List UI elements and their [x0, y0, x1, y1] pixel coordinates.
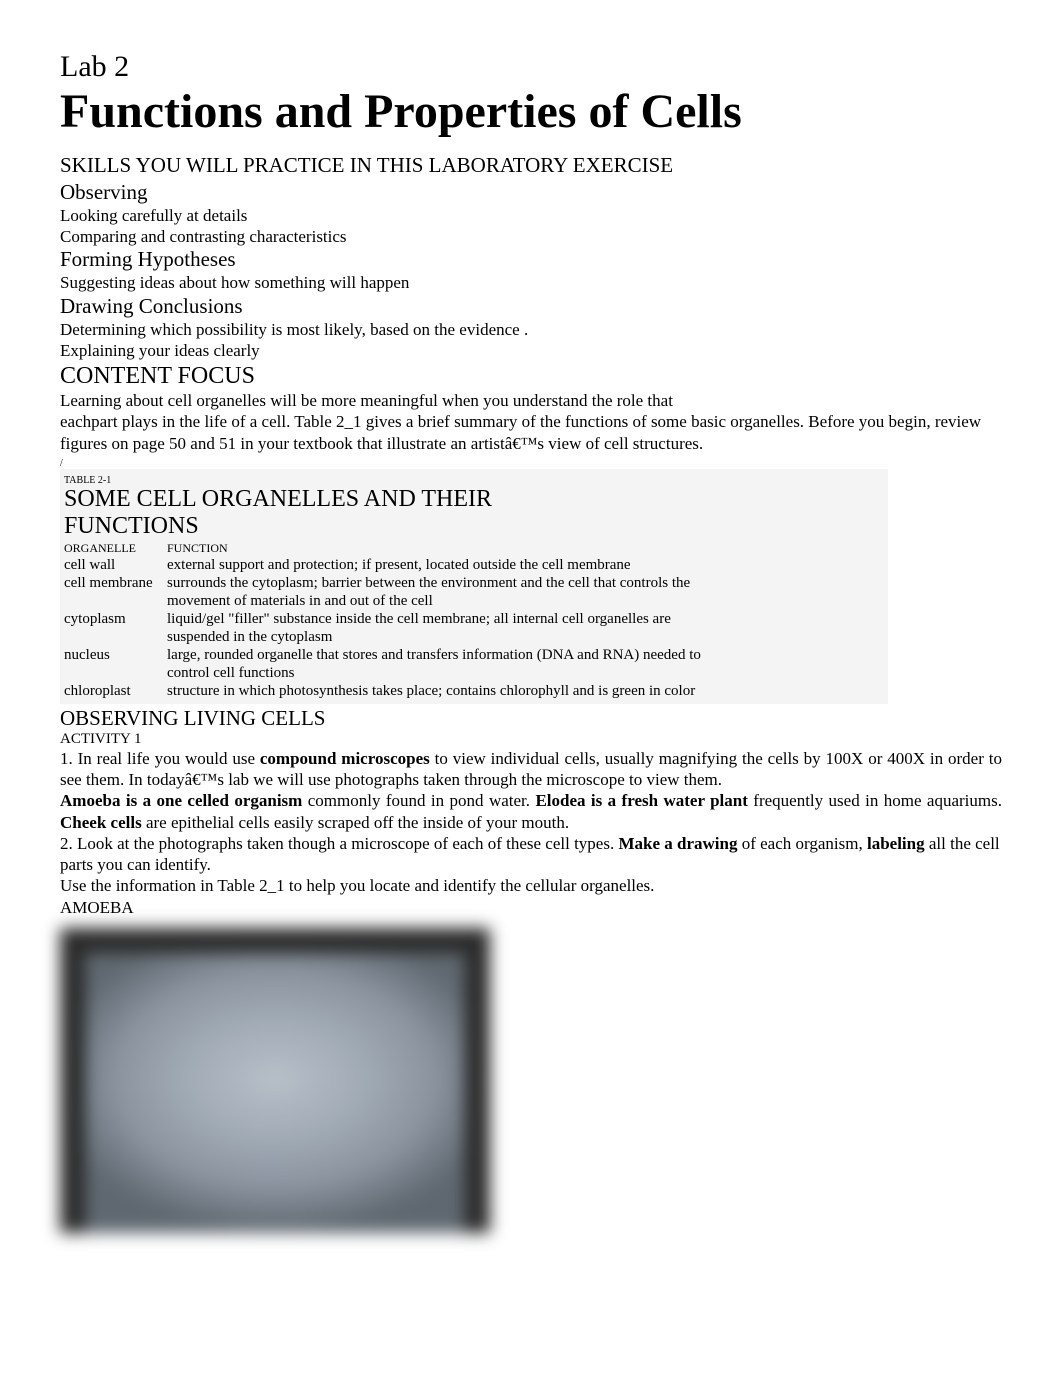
slash-mark: / [60, 458, 1002, 469]
skills-block: ObservingLooking carefully at detailsCom… [60, 180, 1002, 361]
activity-paragraph: Amoeba is a one celled organism commonly… [60, 790, 1002, 833]
table-header-function: FUNCTION [167, 541, 884, 556]
organelle-cell: cell wall [64, 556, 167, 574]
activity-paragraph: 2. Look at the photographs taken though … [60, 833, 1002, 876]
content-focus-line-2: eachpart plays in the life of a cell. Ta… [60, 411, 1002, 454]
skills-header: SKILLS YOU WILL PRACTICE IN THIS LABORAT… [60, 153, 1002, 178]
content-focus-header: CONTENT FOCUS [60, 363, 1002, 390]
skill-desc-line: Explaining your ideas clearly [60, 340, 1002, 361]
activity-paragraphs: 1. In real life you would use compound m… [60, 748, 1002, 897]
table-row: cytoplasmliquid/gel "filler" substance i… [64, 610, 884, 646]
skill-name: Drawing Conclusions [60, 294, 1002, 319]
page-title: Functions and Properties of Cells [60, 86, 1002, 139]
amoeba-image [60, 928, 490, 1233]
amoeba-image-content [85, 953, 465, 1233]
table-header-organelle: ORGANELLE [64, 541, 167, 556]
skill-name: Observing [60, 180, 1002, 205]
table-title-line-2: FUNCTIONS [64, 513, 884, 541]
skill-desc-line: Suggesting ideas about how something wil… [60, 272, 1002, 293]
table-caption: TABLE 2-1 [64, 475, 884, 486]
table-title-line-1: SOME CELL ORGANELLES AND THEIR [64, 486, 884, 514]
organelle-cell: cytoplasm [64, 610, 167, 646]
lab-number: Lab 2 [60, 50, 1002, 84]
function-cell: liquid/gel "filler" substance inside the… [167, 610, 884, 646]
activity-label: ACTIVITY 1 [60, 731, 1002, 748]
skill-name: Forming Hypotheses [60, 247, 1002, 272]
skill-desc-line: Looking carefully at details [60, 205, 1002, 226]
content-focus-line-1: Learning about cell organelles will be m… [60, 390, 1002, 411]
organelle-cell: cell membrane [64, 574, 167, 610]
activity-paragraph: Use the information in Table 2_1 to help… [60, 875, 1002, 896]
amoeba-label: AMOEBA [60, 897, 1002, 918]
function-cell: structure in which photosynthesis takes … [167, 682, 884, 700]
organelle-cell: nucleus [64, 646, 167, 682]
organelle-table: ORGANELLE FUNCTION cell wallexternal sup… [64, 541, 884, 700]
function-cell: large, rounded organelle that stores and… [167, 646, 884, 682]
skill-desc-line: Comparing and contrasting characteristic… [60, 226, 1002, 247]
table-row: nucleuslarge, rounded organelle that sto… [64, 646, 884, 682]
skill-desc-line: Determining which possibility is most li… [60, 319, 1002, 340]
organelle-table-container: TABLE 2-1 SOME CELL ORGANELLES AND THEIR… [60, 469, 888, 704]
function-cell: external support and protection; if pres… [167, 556, 884, 574]
observing-header: OBSERVING LIVING CELLS [60, 706, 1002, 731]
function-cell: surrounds the cytoplasm; barrier between… [167, 574, 884, 610]
table-row: cell wallexternal support and protection… [64, 556, 884, 574]
activity-paragraph: 1. In real life you would use compound m… [60, 748, 1002, 791]
table-row: cell membranesurrounds the cytoplasm; ba… [64, 574, 884, 610]
organelle-cell: chloroplast [64, 682, 167, 700]
table-row: chloroplaststructure in which photosynth… [64, 682, 884, 700]
